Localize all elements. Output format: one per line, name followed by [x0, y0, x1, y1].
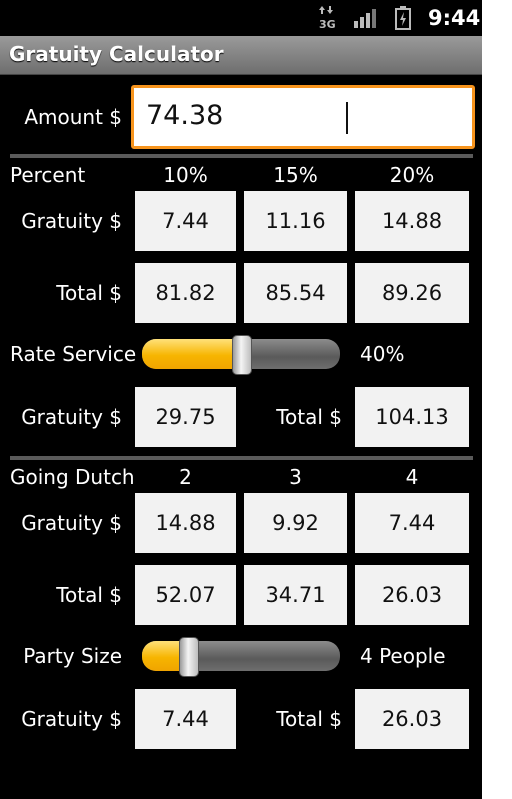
battery-charging-icon	[395, 6, 411, 30]
svg-text:3G: 3G	[319, 18, 336, 30]
signal-strength-icon	[354, 9, 376, 28]
party-gratuity-value: 7.44	[135, 689, 236, 749]
app-screen: 3G 9:44 Gratuity Calculator Amount $ 74.…	[0, 0, 482, 799]
rate-total-label: Total $	[276, 405, 342, 429]
gratuity-10-value: 7.44	[135, 191, 236, 251]
party-total-label: Total $	[276, 707, 342, 731]
percent-column-15: 15%	[273, 163, 318, 187]
status-time: 9:44	[428, 6, 481, 30]
rate-gratuity-label: Gratuity $	[21, 405, 122, 429]
dutch-total-label: Total $	[56, 583, 122, 607]
percent-column-20: 20%	[389, 163, 435, 187]
status-bar: 3G 9:44	[0, 0, 482, 36]
party-size-label: Party Size	[23, 644, 122, 668]
rate-gratuity-value: 29.75	[135, 387, 236, 447]
percent-label: Percent	[10, 163, 86, 187]
rate-total-value: 104.13	[355, 387, 469, 447]
dutch-total-4-value: 26.03	[355, 565, 469, 625]
dutch-gratuity-2-value: 14.88	[135, 493, 236, 553]
party-size-slider-thumb[interactable]	[179, 637, 199, 677]
dutch-gratuity-label: Gratuity $	[21, 511, 122, 535]
dutch-total-3-value: 34.71	[244, 565, 347, 625]
app-title-bar: Gratuity Calculator	[0, 36, 482, 75]
section-divider	[10, 456, 473, 460]
dutch-total-2-value: 52.07	[135, 565, 236, 625]
amount-value: 74.38	[146, 100, 224, 131]
network-3g-icon: 3G	[319, 6, 336, 30]
total-15-value: 85.54	[244, 263, 347, 323]
app-title: Gratuity Calculator	[9, 42, 224, 66]
dutch-gratuity-4-value: 7.44	[355, 493, 469, 553]
dutch-gratuity-3-value: 9.92	[244, 493, 347, 553]
total-20-value: 89.26	[355, 263, 469, 323]
dutch-column-4: 4	[405, 465, 419, 489]
party-size-value: 4 People	[360, 644, 446, 668]
gratuity-20-value: 14.88	[355, 191, 469, 251]
percent-gratuity-label: Gratuity $	[21, 209, 122, 233]
party-gratuity-label: Gratuity $	[21, 707, 122, 731]
total-10-value: 81.82	[135, 263, 236, 323]
rate-service-label: Rate Service	[10, 342, 137, 366]
party-size-slider[interactable]	[142, 637, 340, 677]
dutch-column-2: 2	[179, 465, 192, 489]
percent-total-label: Total $	[56, 281, 122, 305]
amount-label: Amount $	[24, 105, 122, 129]
gratuity-15-value: 11.16	[244, 191, 347, 251]
rate-service-slider-thumb[interactable]	[232, 335, 252, 375]
text-cursor	[346, 102, 348, 134]
rate-service-slider-fill	[142, 339, 242, 369]
party-total-value: 26.03	[355, 689, 469, 749]
section-divider	[10, 154, 473, 158]
rate-service-value: 40%	[360, 342, 405, 366]
dutch-column-3: 3	[289, 465, 302, 489]
percent-column-10: 10%	[163, 163, 208, 187]
going-dutch-label: Going Dutch	[10, 465, 135, 489]
rate-service-slider[interactable]	[142, 335, 340, 375]
amount-input[interactable]: 74.38	[131, 85, 475, 149]
